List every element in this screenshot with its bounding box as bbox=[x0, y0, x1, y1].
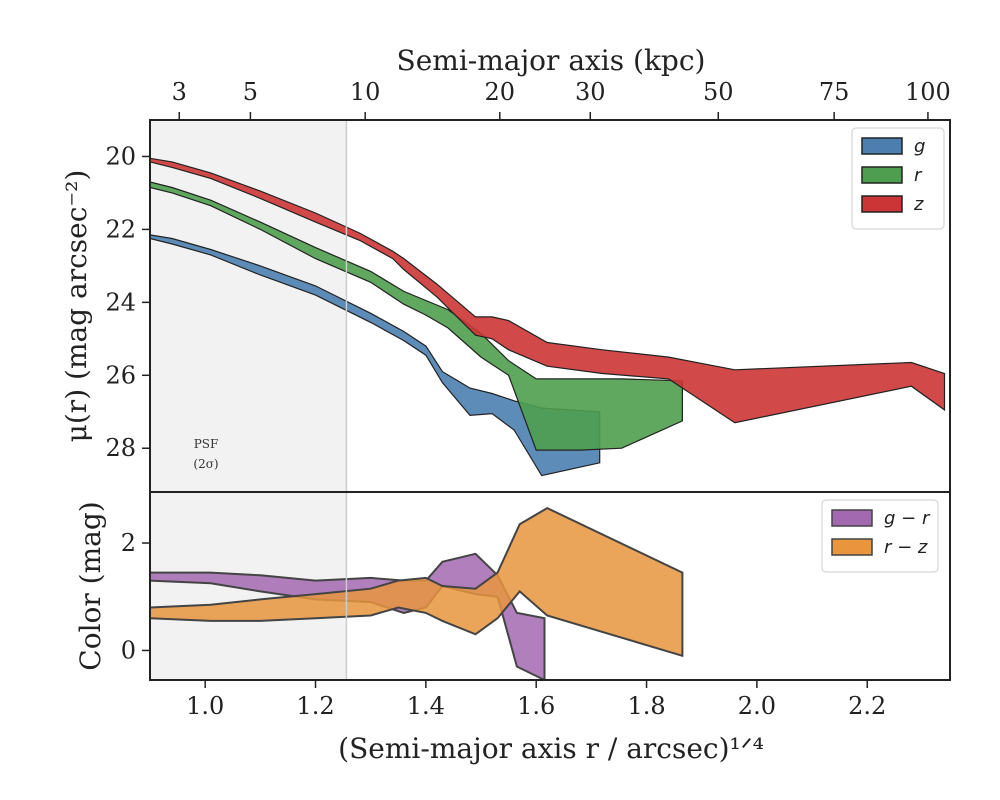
x-tick-label: 1.0 bbox=[186, 692, 224, 720]
kpc-top-ticks: 3 5 10 20 30 50 75 100 bbox=[172, 78, 951, 120]
psf-shade bbox=[150, 120, 347, 492]
x-ticks: 1.0 1.2 1.4 1.6 1.8 2.0 2.2 bbox=[186, 680, 886, 720]
profile-y-axis-label: μ(r) (mag arcsec⁻²) bbox=[60, 170, 93, 443]
profile-panel: 20 22 24 26 28 3 5 10 20 30 50 75 100 Semi-major ax… bbox=[60, 44, 951, 493]
top-tick-label: 100 bbox=[905, 78, 951, 106]
top-tick-label: 5 bbox=[243, 78, 258, 106]
y-tick-label: 2 bbox=[121, 529, 136, 557]
legend-label: g − r bbox=[884, 508, 931, 529]
psf-sigma-label: (2σ) bbox=[193, 457, 218, 471]
top-tick-label: 75 bbox=[819, 78, 850, 106]
top-x-axis-label: Semi-major axis (kpc) bbox=[397, 44, 706, 77]
psf-label: PSF bbox=[194, 437, 219, 451]
color-panel: 02 1.0 1.2 1.4 1.6 1.8 2.0 2.2 (Semi-major axi… bbox=[74, 491, 951, 765]
legend-label: g bbox=[914, 136, 925, 157]
y-tick-label: 0 bbox=[121, 636, 136, 664]
y-tick-label: 20 bbox=[105, 142, 136, 170]
y-tick-label: 28 bbox=[105, 434, 136, 462]
legend-swatch bbox=[861, 137, 903, 155]
x-tick-label: 2.0 bbox=[738, 692, 776, 720]
top-tick-label: 50 bbox=[703, 78, 734, 106]
top-tick-label: 3 bbox=[172, 78, 187, 106]
color-legend: g − r r − z bbox=[821, 499, 939, 573]
y-tick-label: 26 bbox=[105, 361, 136, 389]
band-r bbox=[150, 181, 683, 451]
top-tick-label: 30 bbox=[575, 78, 606, 106]
x-tick-label: 1.4 bbox=[407, 692, 445, 720]
x-tick-label: 2.2 bbox=[848, 692, 886, 720]
x-tick-label: 1.2 bbox=[296, 692, 334, 720]
legend-label: r bbox=[914, 165, 923, 186]
profile-bands bbox=[150, 157, 946, 477]
x-axis-label: (Semi-major axis r / arcsec)¹ᐟ⁴ bbox=[338, 732, 764, 765]
legend-swatch bbox=[861, 166, 903, 184]
top-tick-label: 10 bbox=[350, 78, 381, 106]
band-g bbox=[150, 234, 601, 477]
x-tick-label: 1.6 bbox=[517, 692, 555, 720]
legend-swatch bbox=[831, 509, 873, 527]
top-tick-label: 20 bbox=[485, 78, 516, 106]
color-bands bbox=[150, 506, 684, 680]
x-tick-label: 1.8 bbox=[627, 692, 665, 720]
profile-y-ticks: 20 22 24 26 28 bbox=[105, 142, 150, 462]
color-frame bbox=[149, 491, 951, 681]
band-r-z bbox=[150, 506, 684, 658]
profile-legend: grz bbox=[851, 127, 945, 230]
color-y-axis-label: Color (mag) bbox=[74, 501, 107, 670]
y-tick-label: 22 bbox=[105, 215, 136, 243]
color-y-ticks: 02 bbox=[121, 529, 150, 664]
band-z bbox=[150, 157, 946, 424]
legend-label: r − z bbox=[884, 537, 928, 558]
legend-swatch bbox=[861, 195, 903, 213]
legend-label: z bbox=[913, 194, 924, 215]
y-tick-label: 24 bbox=[105, 288, 136, 316]
legend-swatch bbox=[831, 538, 873, 556]
